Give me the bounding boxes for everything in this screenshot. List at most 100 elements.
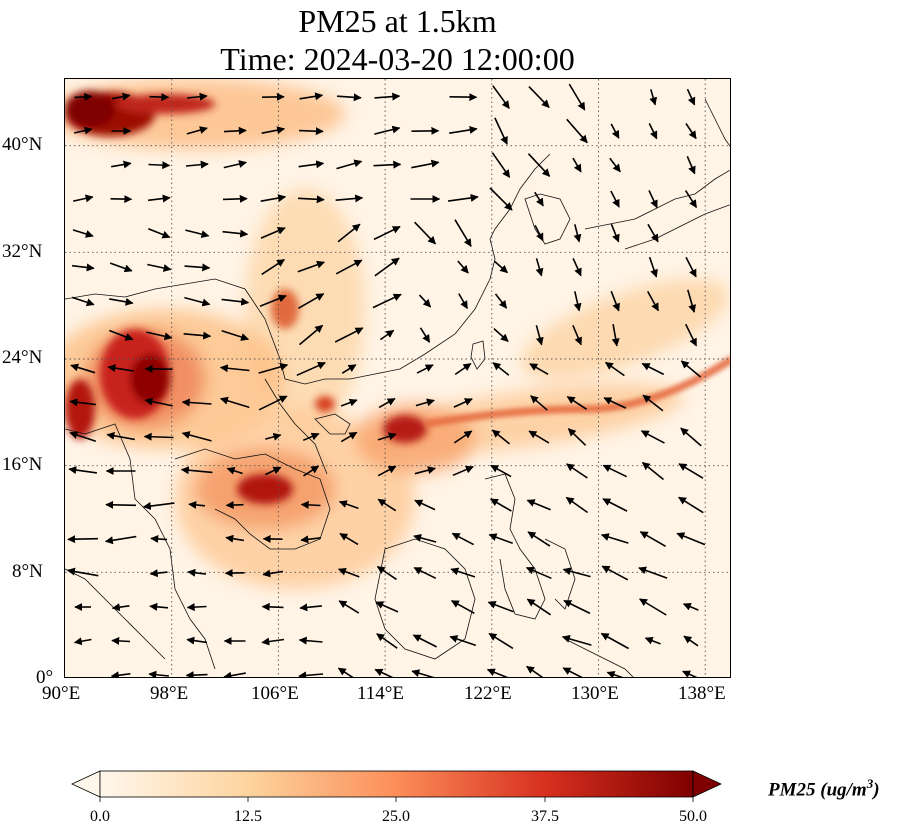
wind-arrow (374, 668, 394, 677)
wind-arrow (109, 297, 134, 306)
wind-arrow (148, 227, 171, 239)
wind-arrow (566, 396, 588, 410)
wind-arrow (535, 258, 544, 277)
map-panel (64, 78, 731, 678)
wind-arrow (414, 499, 436, 511)
wind-arrow (649, 89, 658, 106)
wind-arrow (602, 498, 628, 512)
wind-arrow (299, 92, 324, 101)
wind-arrow (494, 260, 509, 274)
wind-arrow (180, 466, 213, 475)
wind-arrow (610, 190, 620, 208)
wind-arrow (452, 465, 474, 477)
wind-arrow (338, 600, 360, 614)
lon-tick-label: 114°E (357, 683, 404, 704)
wind-arrow (641, 461, 665, 481)
wind-arrow (373, 160, 402, 169)
wind-arrow (225, 534, 245, 543)
wind-arrow (142, 502, 175, 510)
colorbar-tick-label: 12.5 (234, 808, 262, 825)
wind-arrow (678, 496, 704, 514)
wind-arrow (106, 431, 135, 441)
wind-arrow (261, 126, 286, 135)
wind-arrow (299, 603, 322, 612)
wind-arrow (450, 599, 475, 615)
wind-arrow (372, 293, 402, 309)
wind-arrow (609, 157, 621, 173)
wind-arrow (561, 635, 592, 646)
wind-arrow (111, 160, 132, 169)
wind-arrow (492, 85, 510, 109)
wind-arrow (572, 324, 582, 346)
wind-arrow (105, 500, 137, 509)
wind-arrow (416, 364, 434, 374)
wind-arrow (70, 363, 96, 374)
wind-arrow (335, 194, 364, 203)
wind-arrow (494, 293, 508, 309)
wind-arrow (611, 324, 620, 347)
wind-arrow (573, 224, 582, 243)
wind-arrow (219, 364, 250, 373)
colorbar-tick-label: 0.0 (90, 808, 110, 825)
wind-arrow (610, 223, 620, 243)
wind-arrow (261, 602, 284, 611)
gridlines (65, 79, 730, 677)
wind-arrow (419, 327, 431, 343)
wind-arrow (340, 431, 358, 443)
wind-arrow (73, 637, 92, 646)
wind-arrow (686, 88, 696, 106)
wind-arrow (376, 633, 398, 649)
wind-arrow (148, 161, 171, 170)
plot-title: PM25 at 1.5km (298, 3, 497, 39)
wind-arrow (647, 223, 659, 243)
wind-arrow (488, 632, 514, 650)
lon-tick-label: 130°E (571, 683, 619, 704)
wind-arrow (685, 123, 697, 140)
wind-arrow (525, 566, 552, 580)
wind-arrow (491, 429, 511, 445)
lon-tick-label: 90°E (42, 683, 81, 704)
wind-arrow (298, 293, 325, 309)
wind-arrow (494, 117, 508, 145)
lon-tick-label: 98°E (150, 683, 189, 704)
wind-arrow (603, 397, 627, 409)
wind-arrow (604, 361, 625, 377)
wind-arrow (262, 569, 284, 578)
wind-arrow (260, 194, 287, 203)
colorbar-gradient (99, 770, 694, 798)
wind-arrow (573, 291, 582, 312)
wind-arrow (219, 396, 250, 409)
lon-tick-label: 106°E (251, 683, 299, 704)
wind-arrow (418, 294, 432, 308)
wind-arrow (302, 432, 320, 442)
wind-arrow (261, 258, 285, 276)
colorbar (71, 770, 722, 802)
wind-arrow (687, 289, 697, 313)
wind-arrow (534, 191, 544, 207)
wind-arrow (563, 599, 591, 615)
wind-arrow (602, 464, 628, 478)
wind-arrow (104, 535, 137, 545)
wind-arrow (149, 93, 170, 102)
wind-arrow (298, 127, 324, 136)
wind-arrow (296, 361, 326, 377)
wind-arrow (183, 331, 212, 340)
wind-arrow (185, 671, 208, 677)
wind-arrow (149, 602, 169, 611)
wind-arrow (148, 194, 171, 203)
wind-arrow (526, 499, 551, 511)
wind-arrow (260, 227, 286, 239)
wind-arrow (567, 428, 587, 446)
wind-arrow (610, 123, 620, 139)
wind-arrow (646, 291, 660, 312)
wind-arrow (73, 194, 94, 203)
wind-arrow (529, 363, 549, 375)
wind-arrow (600, 632, 629, 650)
wind-arrow (72, 229, 94, 238)
wind-arrow (374, 257, 400, 277)
wind-arrow (639, 598, 667, 616)
wind-arrow (450, 567, 476, 578)
lat-tick-label: 8°N (12, 561, 43, 582)
wind-arrow (74, 92, 93, 101)
wind-arrow (146, 331, 173, 341)
